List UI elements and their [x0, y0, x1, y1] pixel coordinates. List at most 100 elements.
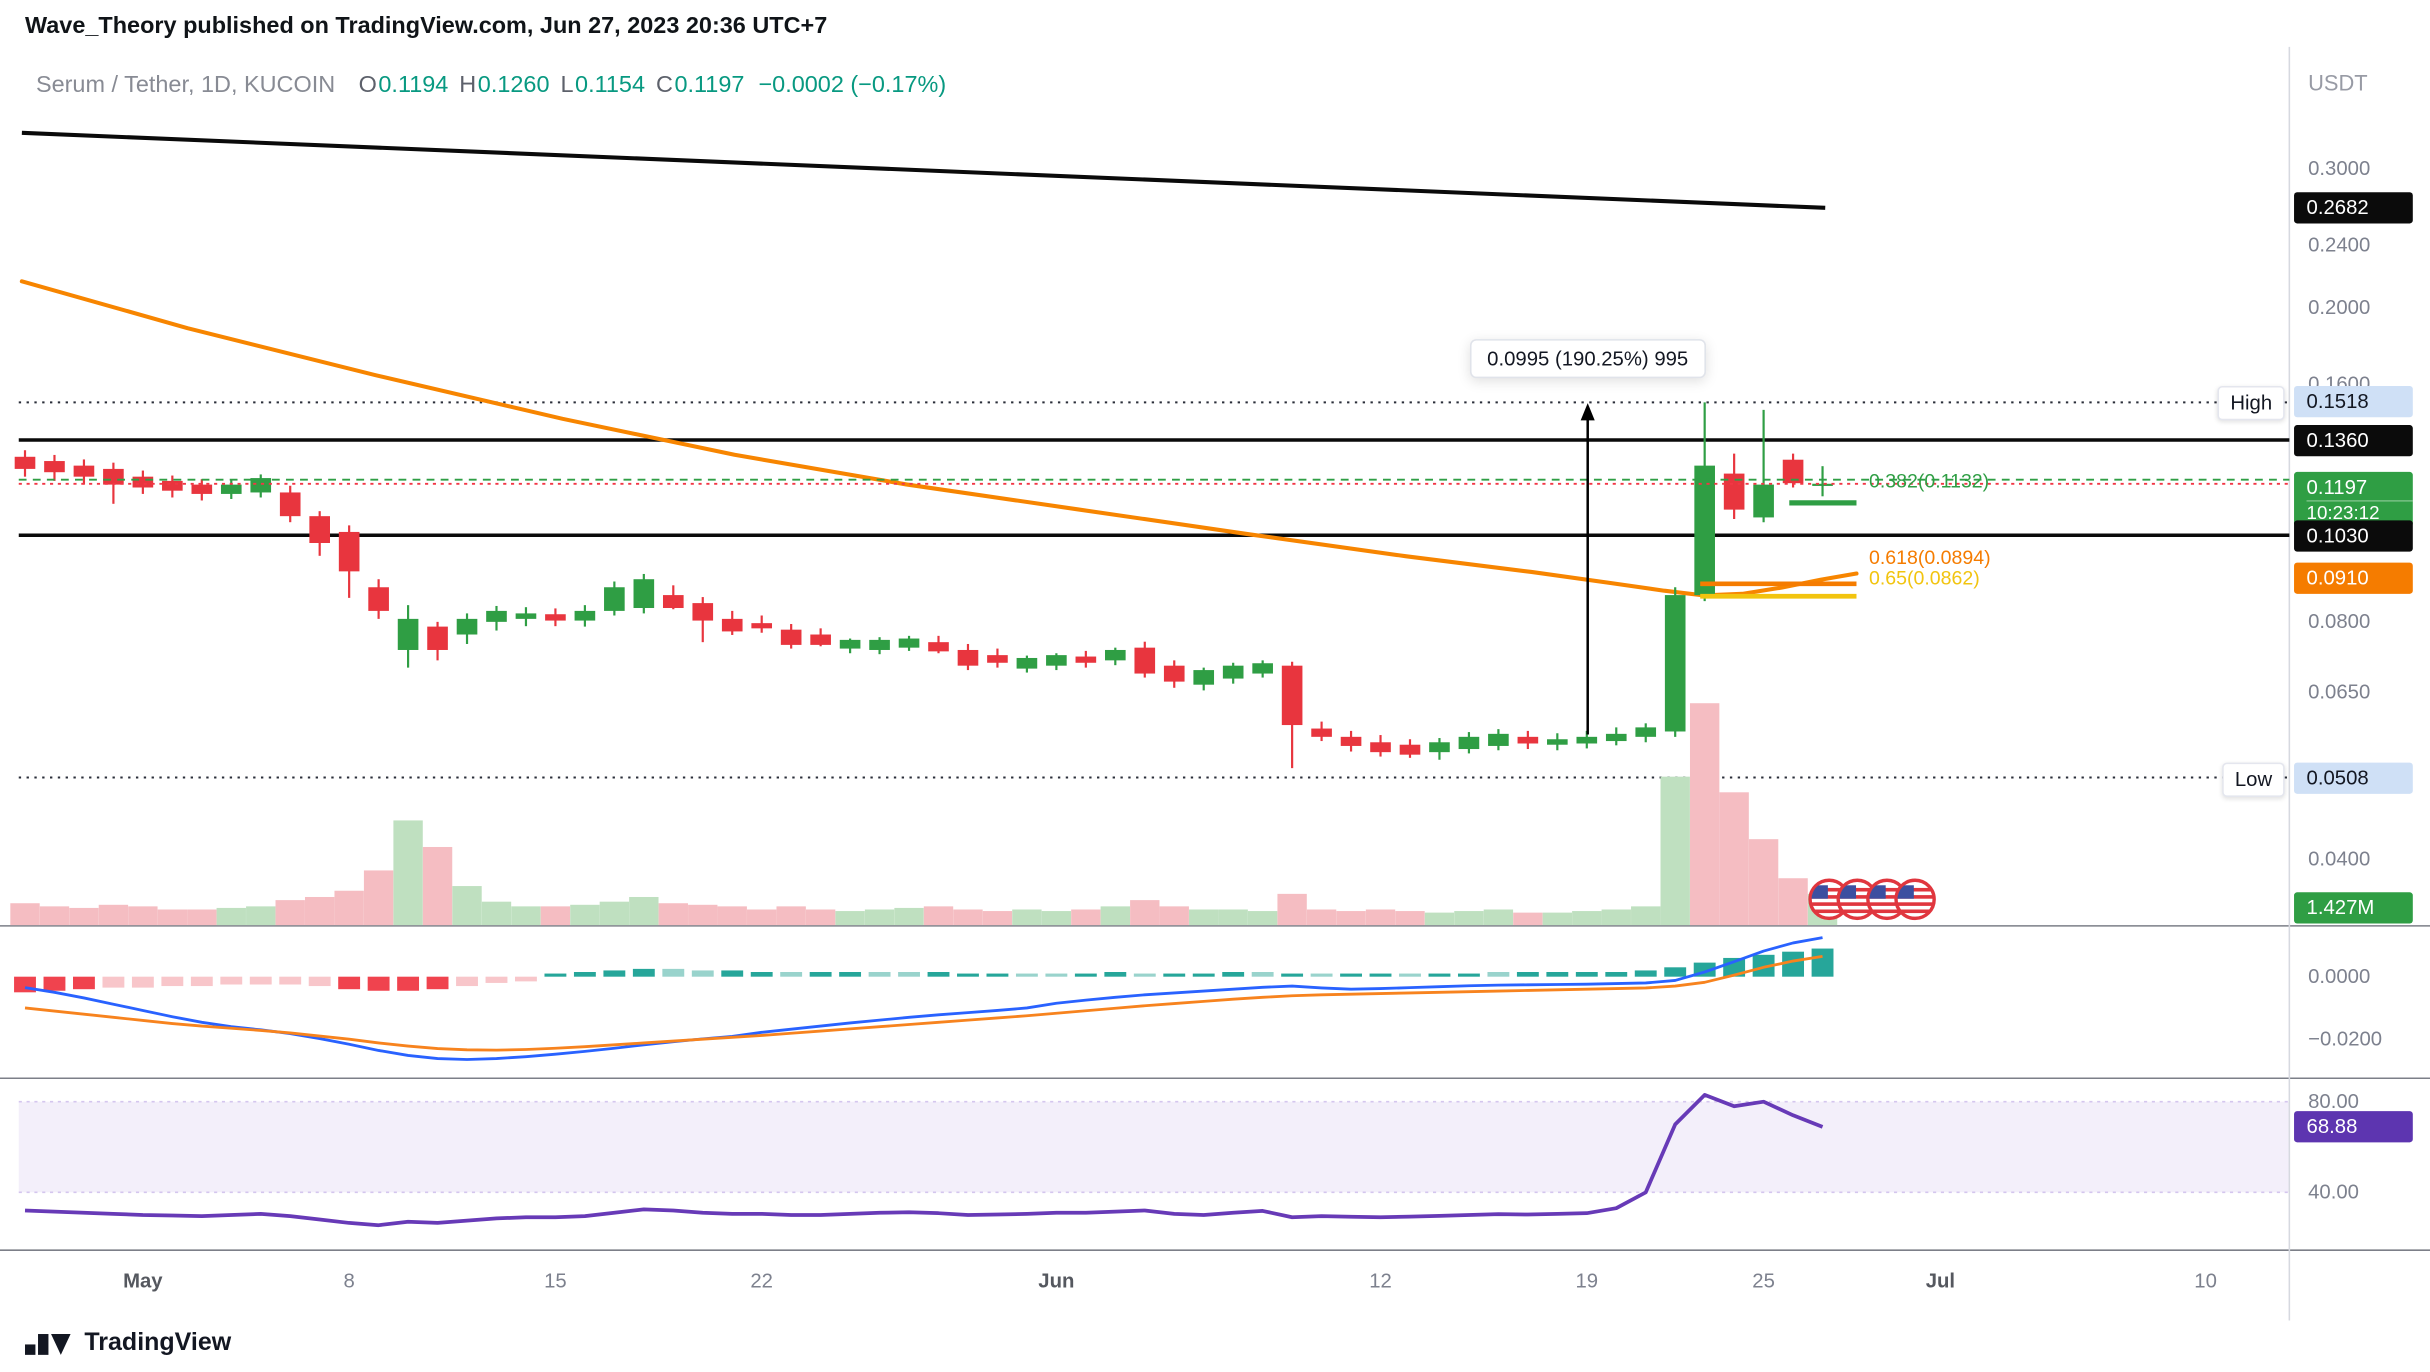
candle-body: [928, 642, 949, 652]
macd-histogram-bar: [72, 976, 95, 990]
measure-tool-label[interactable]: 0.0995 (190.25%) 995: [1469, 339, 1706, 379]
us-flag-icon[interactable]: [1894, 878, 1937, 921]
tradingview-logo[interactable]: [25, 1327, 72, 1360]
price-tick: 0.2000: [2308, 295, 2371, 319]
volume-bar: [481, 901, 512, 926]
symbol-title[interactable]: Serum / Tether, 1D, KUCOIN: [35, 71, 336, 99]
candle-body: [1281, 665, 1303, 726]
macd-histogram-bar: [1281, 973, 1304, 977]
resistance-price-badge: 0.1360: [2294, 424, 2413, 456]
volume-bar: [1277, 893, 1307, 926]
volume-bar: [10, 903, 40, 926]
macd-histogram-bar: [338, 976, 361, 990]
volume-bar: [1601, 909, 1631, 926]
volume-bar: [540, 906, 571, 926]
price-tick: 0.0400: [2308, 846, 2371, 871]
macd-histogram-bar: [1163, 973, 1186, 977]
macd-histogram-bar: [1074, 973, 1097, 977]
macd-histogram-bar: [691, 970, 714, 977]
candle-body: [1782, 459, 1804, 484]
macd-histogram-bar: [868, 971, 891, 977]
macd-histogram-bar: [1782, 951, 1805, 977]
volume-bar: [923, 906, 954, 926]
candle-body: [1222, 665, 1244, 679]
candle-body: [1046, 655, 1067, 666]
candle-body: [44, 461, 65, 473]
volume-bar: [304, 896, 335, 926]
volume-bar: [511, 906, 541, 926]
macd-histogram-bar: [750, 971, 773, 977]
macd-histogram-bar: [839, 971, 862, 977]
brand-name[interactable]: TradingView: [84, 1329, 232, 1356]
volume-bar: [835, 911, 865, 926]
candle-body: [633, 579, 655, 609]
volume-bar: [98, 904, 129, 926]
low-label: L: [560, 71, 574, 99]
volume-bar: [570, 904, 600, 926]
volume-bar: [864, 909, 895, 926]
volume-bar: [393, 820, 423, 926]
fib-price-badge: 0.0910: [2294, 562, 2413, 594]
rsi-line: [24, 1093, 1824, 1228]
time-axis-label: 22: [750, 1268, 773, 1293]
volume-bar: [1130, 900, 1160, 926]
trendline-price-badge: 0.2682: [2294, 191, 2413, 223]
volume-bar: [1365, 909, 1396, 926]
candle-body: [1576, 736, 1598, 744]
macd-histogram-bar: [662, 968, 685, 977]
us-flag-icon[interactable]: [1837, 878, 1879, 921]
candle-body: [309, 516, 330, 543]
macd-histogram-bar: [1369, 973, 1392, 977]
candle-body: [574, 610, 596, 621]
fib-382-label[interactable]: 0.382(0.1132): [1868, 470, 1990, 493]
price-change: −0.0002 (−0.17%): [758, 71, 947, 99]
candle-body: [1193, 670, 1215, 685]
macd-histogram-bar: [898, 971, 920, 977]
macd-histogram-bar: [1399, 973, 1421, 977]
volume-bar: [1424, 912, 1455, 926]
volume-bar: [1218, 909, 1248, 926]
macd-histogram-bar: [1546, 971, 1569, 977]
candle-body: [1812, 483, 1833, 486]
candle-body: [103, 468, 124, 485]
volume-bar: [894, 907, 924, 926]
fib-65-label[interactable]: 0.65(0.0862): [1868, 567, 1980, 590]
volume-bar: [1660, 776, 1690, 926]
macd-histogram-bar: [1487, 971, 1510, 977]
macd-histogram-bar: [485, 976, 508, 983]
macd-histogram-bar: [1575, 971, 1598, 977]
us-flag-icon[interactable]: [1808, 878, 1850, 921]
candle-body: [427, 626, 448, 650]
candle-body: [839, 639, 861, 649]
macd-histogram-bar: [1811, 948, 1834, 977]
candle-body: [191, 484, 213, 494]
candle-body: [1605, 733, 1627, 742]
candle-body: [721, 618, 743, 632]
candle-body: [250, 478, 272, 493]
candle-body: [456, 618, 478, 635]
macd-histogram-bar: [780, 971, 803, 977]
candle-body: [132, 476, 154, 488]
macd-histogram-bar: [544, 973, 567, 977]
volume-bar: [69, 907, 99, 926]
candle-body: [1163, 665, 1185, 682]
ma-line: [19, 279, 1859, 598]
candle-body: [73, 465, 95, 477]
macd-histogram-bar: [1605, 971, 1628, 977]
fib-618-label[interactable]: 0.618(0.0894): [1868, 546, 1991, 569]
macd-histogram-bar: [986, 973, 1009, 977]
macd-histogram-bar: [1664, 967, 1687, 977]
volume-bar: [1454, 911, 1484, 926]
candle-body: [545, 614, 566, 621]
candle-body: [1517, 736, 1539, 744]
volume-bar: [422, 846, 453, 926]
rsi-tick: 40.00: [2308, 1179, 2359, 1204]
volume-bar: [452, 886, 482, 926]
volume-bar: [1336, 911, 1366, 926]
symbol-info-bar[interactable]: Serum / Tether, 1D, KUCOIN O 0.1194 H 0.1260…: [36, 72, 946, 99]
time-axis-label: 12: [1369, 1268, 1392, 1293]
last-price-value: 0.1197: [2306, 474, 2368, 498]
volume-bar: [1012, 909, 1042, 926]
last-price-badge: 0.1197 10:23:12: [2294, 471, 2413, 526]
